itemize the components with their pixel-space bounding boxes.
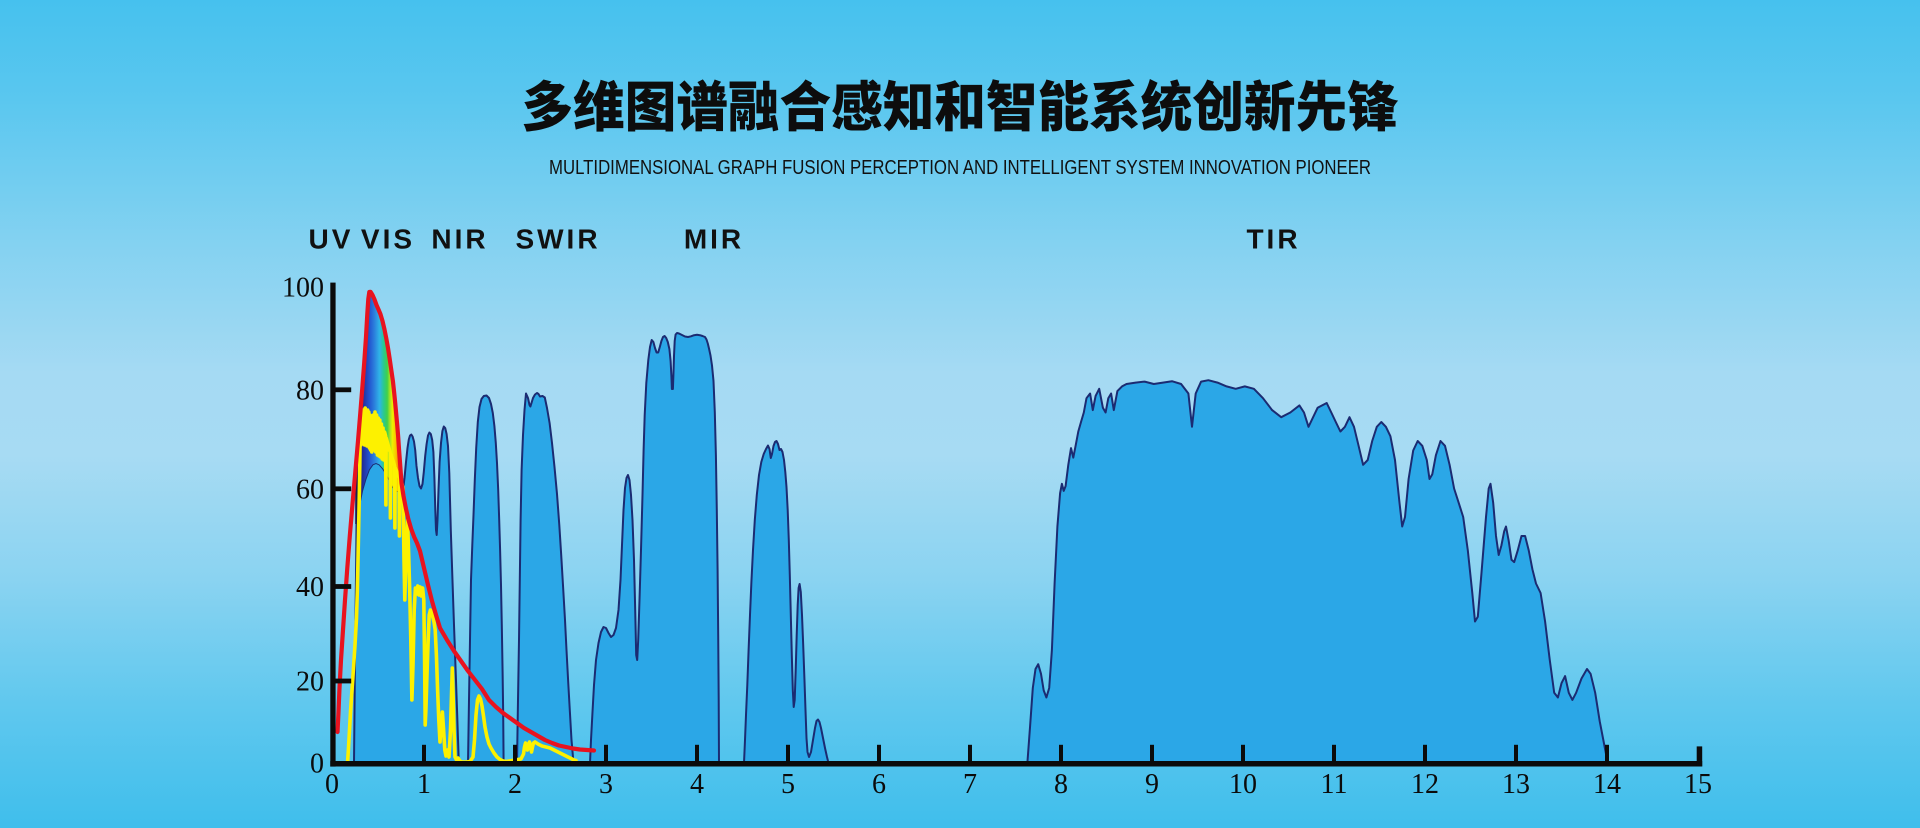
svg-text:7: 7 [963,769,977,800]
svg-text:80: 80 [296,375,324,406]
svg-text:6: 6 [872,769,886,800]
svg-text:MIR: MIR [684,224,744,255]
svg-text:14: 14 [1593,769,1621,800]
svg-text:SWIR: SWIR [515,224,600,255]
svg-text:10: 10 [1229,769,1257,800]
svg-text:UV: UV [309,224,354,255]
svg-text:1: 1 [417,769,431,800]
svg-text:12: 12 [1411,769,1439,800]
svg-text:2: 2 [508,769,522,800]
svg-text:5: 5 [781,769,795,800]
svg-text:TIR: TIR [1246,224,1300,255]
svg-text:VIS: VIS [361,224,415,255]
svg-text:20: 20 [296,667,324,698]
svg-text:40: 40 [296,572,324,603]
svg-text:MULTIDIMENSIONAL GRAPH FUSION: MULTIDIMENSIONAL GRAPH FUSION PERCEPTION… [549,156,1371,179]
svg-text:60: 60 [296,474,324,505]
svg-text:9: 9 [1145,769,1159,800]
svg-text:3: 3 [599,769,613,800]
svg-text:100: 100 [282,273,324,304]
svg-text:4: 4 [690,769,704,800]
svg-text:0: 0 [310,749,324,780]
svg-text:8: 8 [1054,769,1068,800]
svg-text:0: 0 [325,769,339,800]
svg-text:13: 13 [1502,769,1530,800]
svg-text:11: 11 [1321,769,1348,800]
svg-text:15: 15 [1684,769,1712,800]
svg-text:NIR: NIR [431,224,488,255]
